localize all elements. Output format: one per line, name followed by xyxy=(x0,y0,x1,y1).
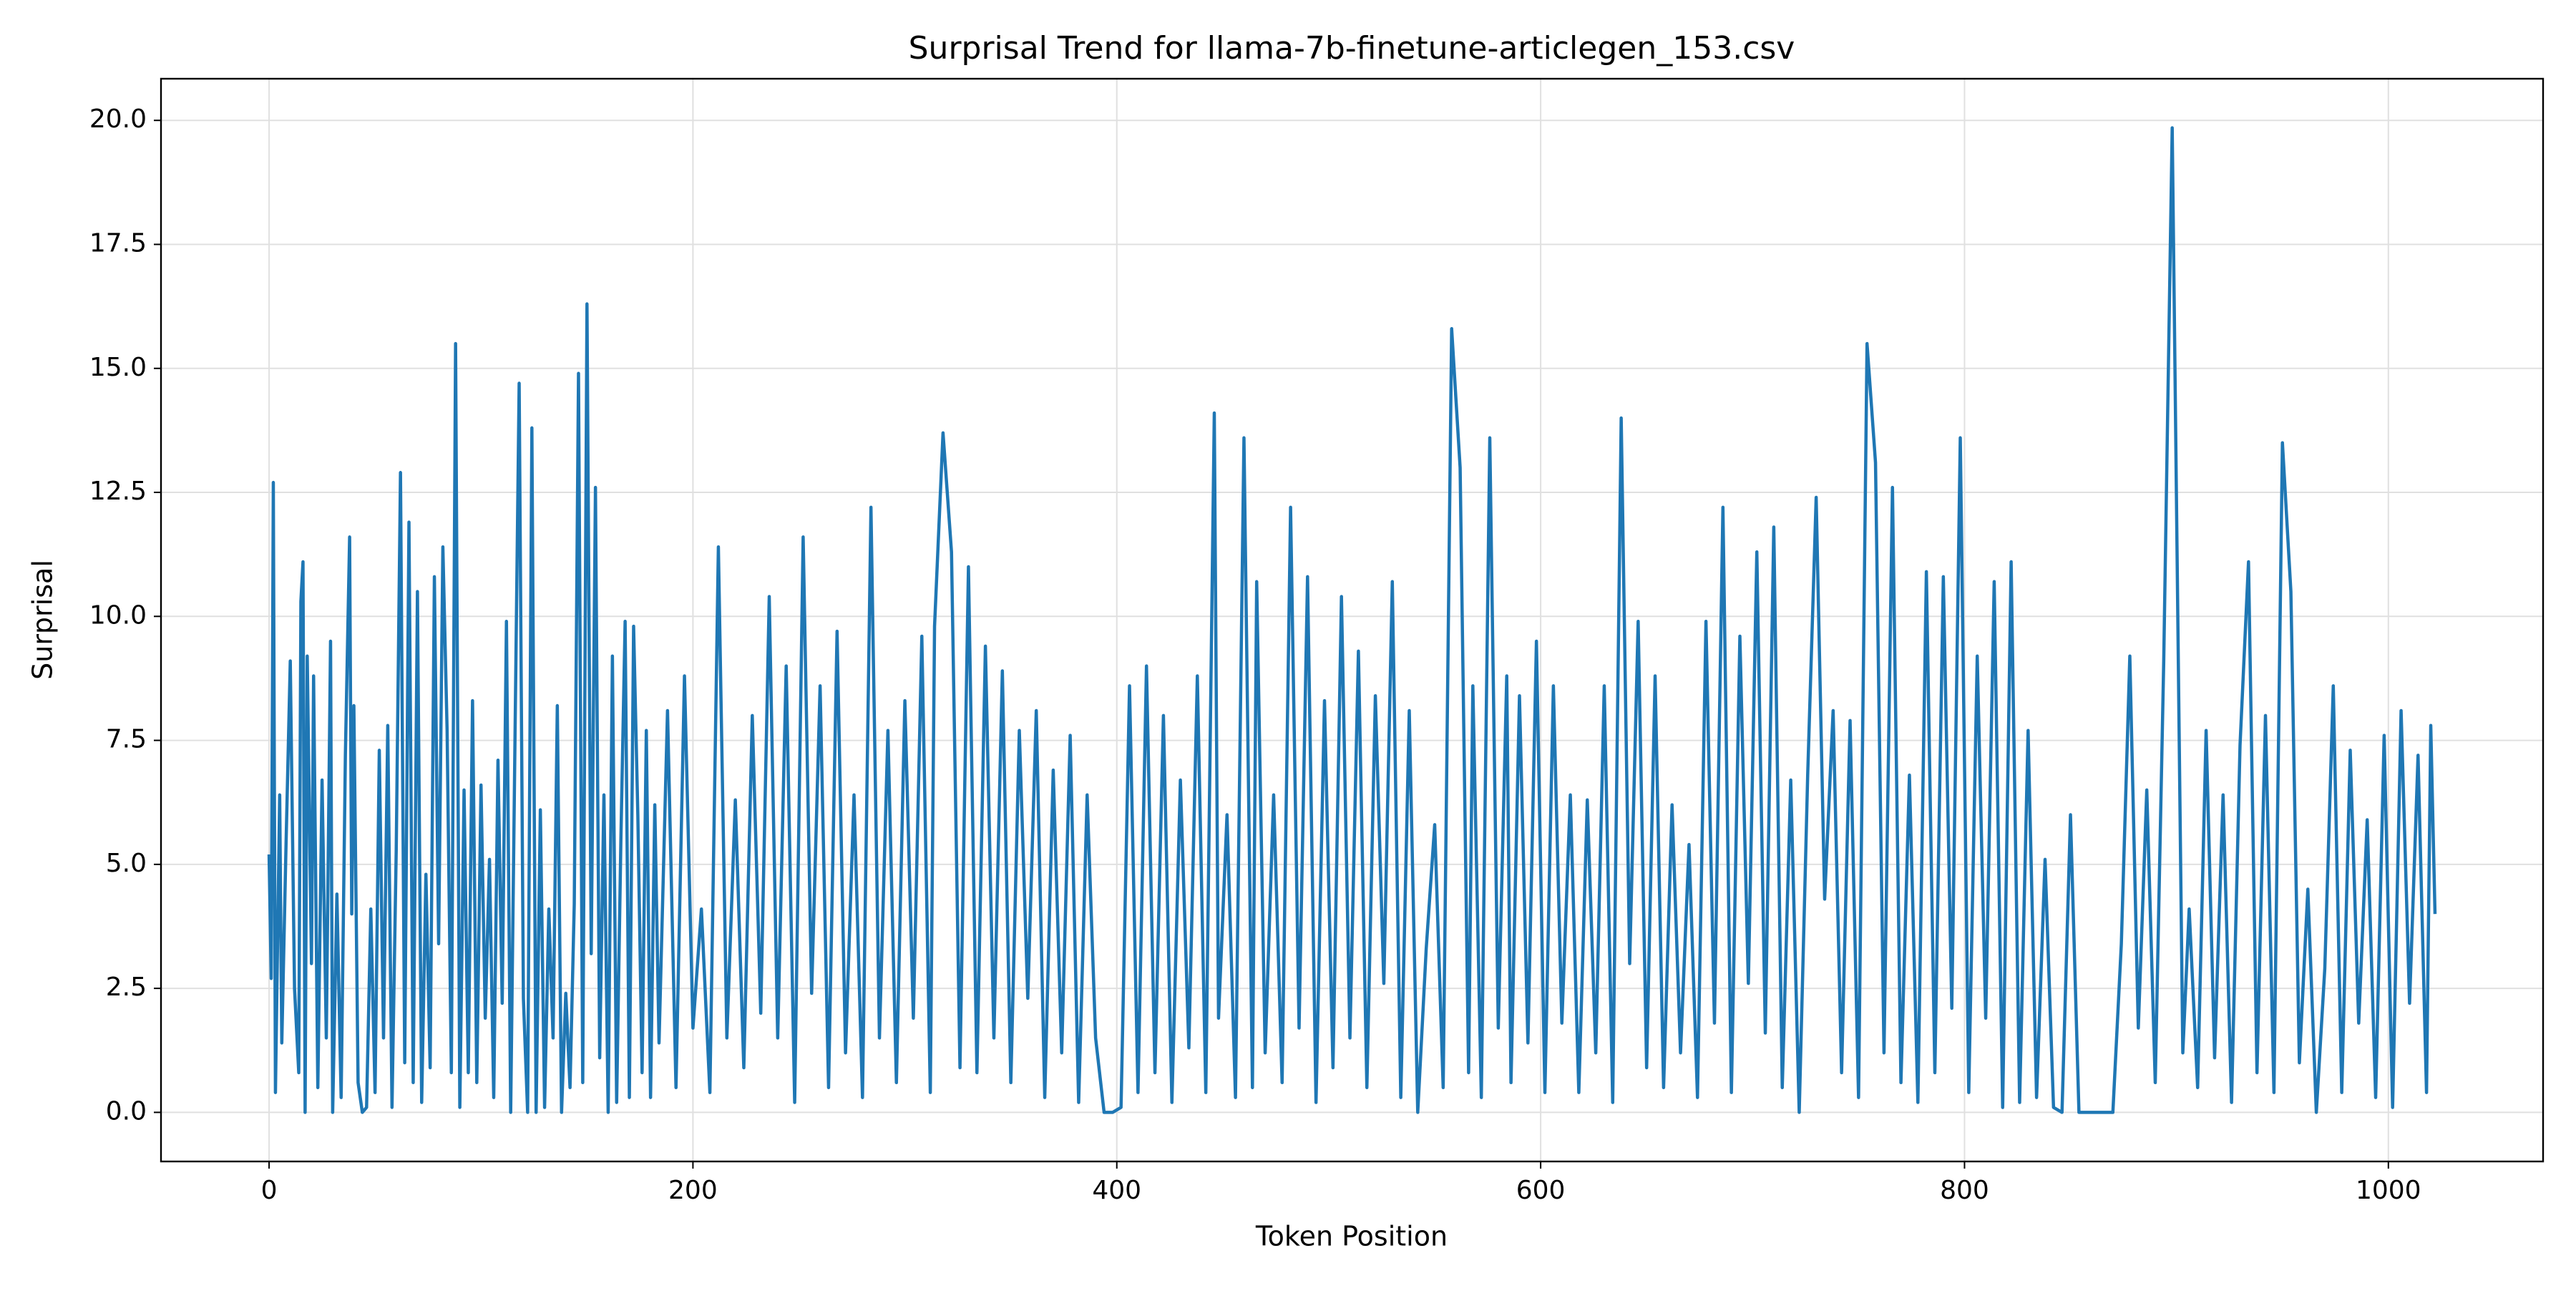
chart-title: Surprisal Trend for llama-7b-finetune-ar… xyxy=(909,30,1795,67)
y-tick-label: 0.0 xyxy=(106,1096,147,1126)
y-tick-label: 15.0 xyxy=(89,353,147,382)
x-tick-label: 1000 xyxy=(2356,1176,2421,1205)
x-tick-label: 600 xyxy=(1516,1176,1566,1205)
ticks: 0.0 2.5 5.0 7.5 10.0 12.5 15.0 17.5 20.0 0 200 400 6… xyxy=(89,104,2421,1205)
plot-area xyxy=(267,126,2437,1114)
x-tick-label: 200 xyxy=(668,1176,718,1205)
y-tick-label: 12.5 xyxy=(89,477,147,506)
y-tick-label: 17.5 xyxy=(89,228,147,258)
y-tick-label: 2.5 xyxy=(106,973,147,1002)
y-tick-label: 5.0 xyxy=(106,849,147,878)
x-axis-label: Token Position xyxy=(1255,1221,1448,1252)
series-line xyxy=(267,126,2437,1114)
x-tick-label: 400 xyxy=(1092,1176,1141,1205)
x-tick-label: 0 xyxy=(261,1176,278,1205)
y-tick-label: 7.5 xyxy=(106,725,147,754)
y-tick-label: 10.0 xyxy=(89,600,147,630)
x-tick-label: 800 xyxy=(1940,1176,1989,1205)
axes-frame xyxy=(160,77,2545,1163)
y-axis-label: Surprisal xyxy=(27,560,59,680)
y-tick-label: 20.0 xyxy=(89,104,147,134)
